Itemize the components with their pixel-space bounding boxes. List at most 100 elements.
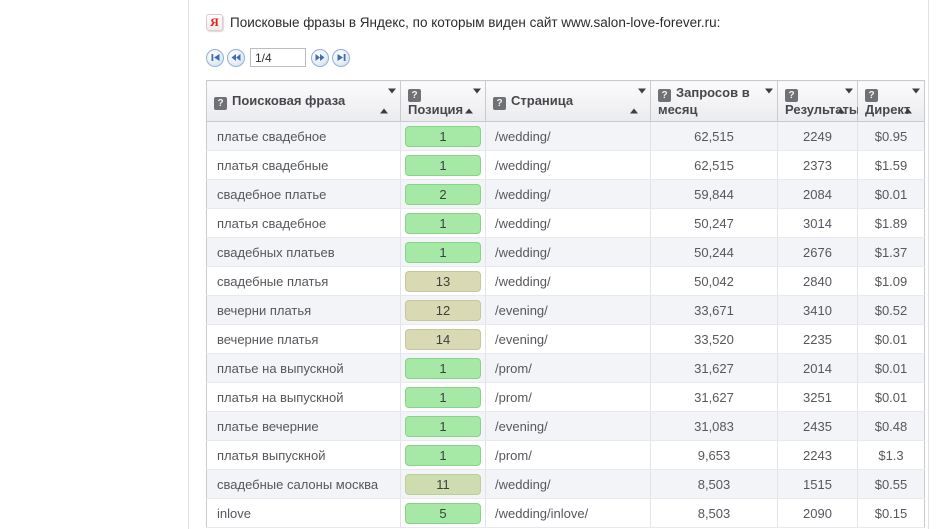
- position-cell: 1: [400, 150, 486, 180]
- position-cell: 1: [400, 382, 486, 412]
- table-row[interactable]: свадебные салоны москва 11 /wedding/ 8,5…: [206, 469, 925, 499]
- page-cell: /wedding/inlove/: [485, 498, 651, 528]
- position-badge: 1: [405, 241, 481, 263]
- prev-page-icon: [231, 54, 241, 61]
- table-row[interactable]: свадебное платье 2 /wedding/ 59,844 2084…: [206, 179, 925, 209]
- table-row[interactable]: inlove 5 /wedding/inlove/ 8,503 2090 $0.…: [206, 498, 925, 528]
- help-icon[interactable]: ?: [785, 89, 798, 102]
- direct-cell: $1.09: [857, 266, 925, 296]
- table-row[interactable]: платья свадебное 1 /wedding/ 50,247 3014…: [206, 208, 925, 238]
- position-badge: 5: [405, 502, 481, 524]
- column-label: Директ: [865, 102, 911, 117]
- position-cell: 5: [400, 498, 486, 528]
- position-badge: 1: [405, 125, 481, 147]
- table-body: платье свадебное 1 /wedding/ 62,515 2249…: [206, 121, 925, 528]
- phrase-cell: свадебных платьев: [206, 237, 401, 267]
- phrase-cell: платья свадебное: [206, 208, 401, 238]
- column-header-requests[interactable]: ? Запросов в месяц: [650, 80, 778, 122]
- position-badge: 1: [405, 357, 481, 379]
- phrase-cell: вечерни платья: [206, 295, 401, 325]
- column-header-position[interactable]: ?Позиция: [400, 80, 486, 122]
- sort-icon[interactable]: [380, 88, 396, 114]
- phrase-cell: свадебные салоны москва: [206, 469, 401, 499]
- position-cell: 13: [400, 266, 486, 296]
- sort-icon[interactable]: [837, 88, 853, 114]
- column-header-phrase[interactable]: ? Поисковая фраза: [206, 80, 401, 122]
- requests-cell: 62,515: [650, 150, 778, 180]
- column-header-direct[interactable]: ?Директ: [857, 80, 925, 122]
- page-cell: /evening/: [485, 411, 651, 441]
- column-label: Страница: [511, 92, 574, 108]
- sort-icon[interactable]: [630, 88, 646, 114]
- table-row[interactable]: платье на выпускной 1 /prom/ 31,627 2014…: [206, 353, 925, 383]
- page-title: Поисковые фразы в Яндекс, по которым вид…: [230, 15, 721, 30]
- keywords-table: ? Поисковая фраза ?Позиция ? Страница ? Зап…: [206, 80, 925, 528]
- table-row[interactable]: свадебные платья 13 /wedding/ 50,042 284…: [206, 266, 925, 296]
- results-cell: 2435: [777, 411, 858, 441]
- sort-icon[interactable]: [465, 88, 481, 114]
- page-cell: /wedding/: [485, 208, 651, 238]
- column-label: Позиция: [408, 102, 464, 117]
- direct-cell: $1.3: [857, 440, 925, 470]
- page-cell: /evening/: [485, 295, 651, 325]
- column-label: Запросов в месяц: [658, 85, 750, 117]
- direct-cell: $0.52: [857, 295, 925, 325]
- table-row[interactable]: платья выпускной 1 /prom/ 9,653 2243 $1.…: [206, 440, 925, 470]
- help-icon[interactable]: ?: [214, 96, 227, 110]
- page-cell: /prom/: [485, 353, 651, 383]
- sort-icon[interactable]: [904, 88, 920, 114]
- page-cell: /wedding/: [485, 179, 651, 209]
- first-page-button[interactable]: [206, 48, 224, 67]
- help-icon[interactable]: ?: [658, 89, 671, 102]
- help-icon[interactable]: ?: [865, 89, 878, 102]
- table-row[interactable]: платье вечерние 1 /evening/ 31,083 2435 …: [206, 411, 925, 441]
- position-badge: 14: [405, 328, 481, 350]
- requests-cell: 50,244: [650, 237, 778, 267]
- position-badge: 11: [405, 473, 481, 495]
- prev-page-button[interactable]: [227, 48, 245, 67]
- table-row[interactable]: платья свадебные 1 /wedding/ 62,515 2373…: [206, 150, 925, 180]
- content-panel: Я Поисковые фразы в Яндекс, по которым в…: [188, 0, 929, 529]
- last-page-button[interactable]: [332, 48, 350, 67]
- results-cell: 2243: [777, 440, 858, 470]
- page-cell: /prom/: [485, 440, 651, 470]
- direct-cell: $0.01: [857, 382, 925, 412]
- position-cell: 2: [400, 179, 486, 209]
- position-cell: 1: [400, 237, 486, 267]
- next-page-button[interactable]: [311, 48, 329, 67]
- results-cell: 3014: [777, 208, 858, 238]
- table-row[interactable]: вечерни платья 12 /evening/ 33,671 3410 …: [206, 295, 925, 325]
- results-cell: 2373: [777, 150, 858, 180]
- table-row[interactable]: платье свадебное 1 /wedding/ 62,515 2249…: [206, 121, 925, 151]
- requests-cell: 9,653: [650, 440, 778, 470]
- requests-cell: 31,627: [650, 382, 778, 412]
- help-icon[interactable]: ?: [493, 96, 506, 110]
- phrase-cell: платья свадебные: [206, 150, 401, 180]
- requests-cell: 8,503: [650, 469, 778, 499]
- column-label: Поисковая фраза: [232, 92, 346, 108]
- help-icon[interactable]: ?: [408, 89, 421, 102]
- column-header-results[interactable]: ?Результаты: [777, 80, 860, 122]
- table-row[interactable]: платья на выпускной 1 /prom/ 31,627 3251…: [206, 382, 925, 412]
- table-row[interactable]: вечерние платья 14 /evening/ 33,520 2235…: [206, 324, 925, 354]
- requests-cell: 31,627: [650, 353, 778, 383]
- requests-cell: 50,247: [650, 208, 778, 238]
- sort-desc-icon[interactable]: [765, 88, 773, 109]
- results-cell: 2014: [777, 353, 858, 383]
- direct-cell: $0.48: [857, 411, 925, 441]
- page-cell: /wedding/: [485, 121, 651, 151]
- phrase-cell: платье свадебное: [206, 121, 401, 151]
- direct-cell: $0.01: [857, 353, 925, 383]
- column-header-page[interactable]: ? Страница: [485, 80, 651, 122]
- direct-cell: $1.89: [857, 208, 925, 238]
- position-cell: 14: [400, 324, 486, 354]
- position-cell: 1: [400, 411, 486, 441]
- pagination: [206, 48, 928, 67]
- direct-cell: $1.59: [857, 150, 925, 180]
- page-number-input[interactable]: [250, 48, 306, 67]
- report-header: Я Поисковые фразы в Яндекс, по которым в…: [206, 14, 928, 31]
- position-badge: 1: [405, 415, 481, 437]
- requests-cell: 31,083: [650, 411, 778, 441]
- results-cell: 3251: [777, 382, 858, 412]
- table-row[interactable]: свадебных платьев 1 /wedding/ 50,244 267…: [206, 237, 925, 267]
